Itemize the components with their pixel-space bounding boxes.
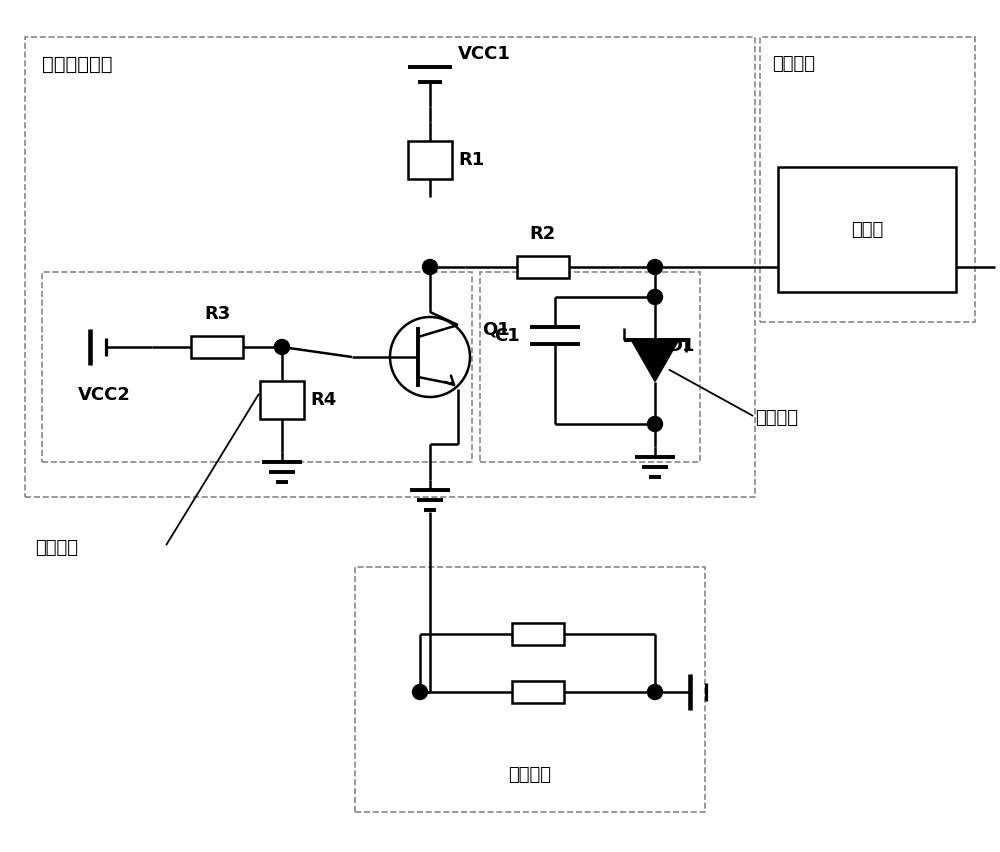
Bar [42, 273, 472, 463]
Text: R2: R2 [529, 225, 556, 243]
Text: VCC2: VCC2 [78, 386, 131, 404]
Circle shape [423, 260, 438, 275]
Bar [512, 624, 564, 645]
Text: 采样单元: 采样单元 [509, 765, 552, 783]
Bar [25, 38, 755, 498]
Text: D1: D1 [667, 337, 694, 355]
Bar [778, 168, 956, 292]
Bar [191, 337, 243, 359]
Text: R4: R4 [310, 391, 336, 409]
Circle shape [648, 260, 662, 275]
Text: Q1: Q1 [482, 320, 510, 338]
Text: 控制单元: 控制单元 [772, 55, 815, 73]
Circle shape [648, 685, 662, 699]
Circle shape [413, 685, 428, 699]
Text: R3: R3 [204, 305, 230, 323]
Bar [760, 38, 975, 323]
Text: VCC1: VCC1 [458, 45, 511, 63]
Bar [516, 256, 568, 279]
Bar [355, 567, 705, 812]
Circle shape [275, 340, 290, 355]
Circle shape [648, 291, 662, 305]
Text: 电平转换单元: 电平转换单元 [42, 55, 113, 74]
Bar [480, 273, 700, 463]
Polygon shape [631, 340, 679, 382]
Text: 单片机: 单片机 [851, 222, 883, 239]
Circle shape [648, 417, 662, 432]
Bar [512, 682, 564, 703]
Text: 稳压模块: 稳压模块 [755, 408, 798, 427]
Text: 开关模块: 开关模块 [35, 538, 78, 556]
Text: C1: C1 [494, 326, 520, 344]
Bar [260, 381, 304, 419]
Text: R1: R1 [458, 152, 484, 170]
Bar [408, 141, 452, 179]
